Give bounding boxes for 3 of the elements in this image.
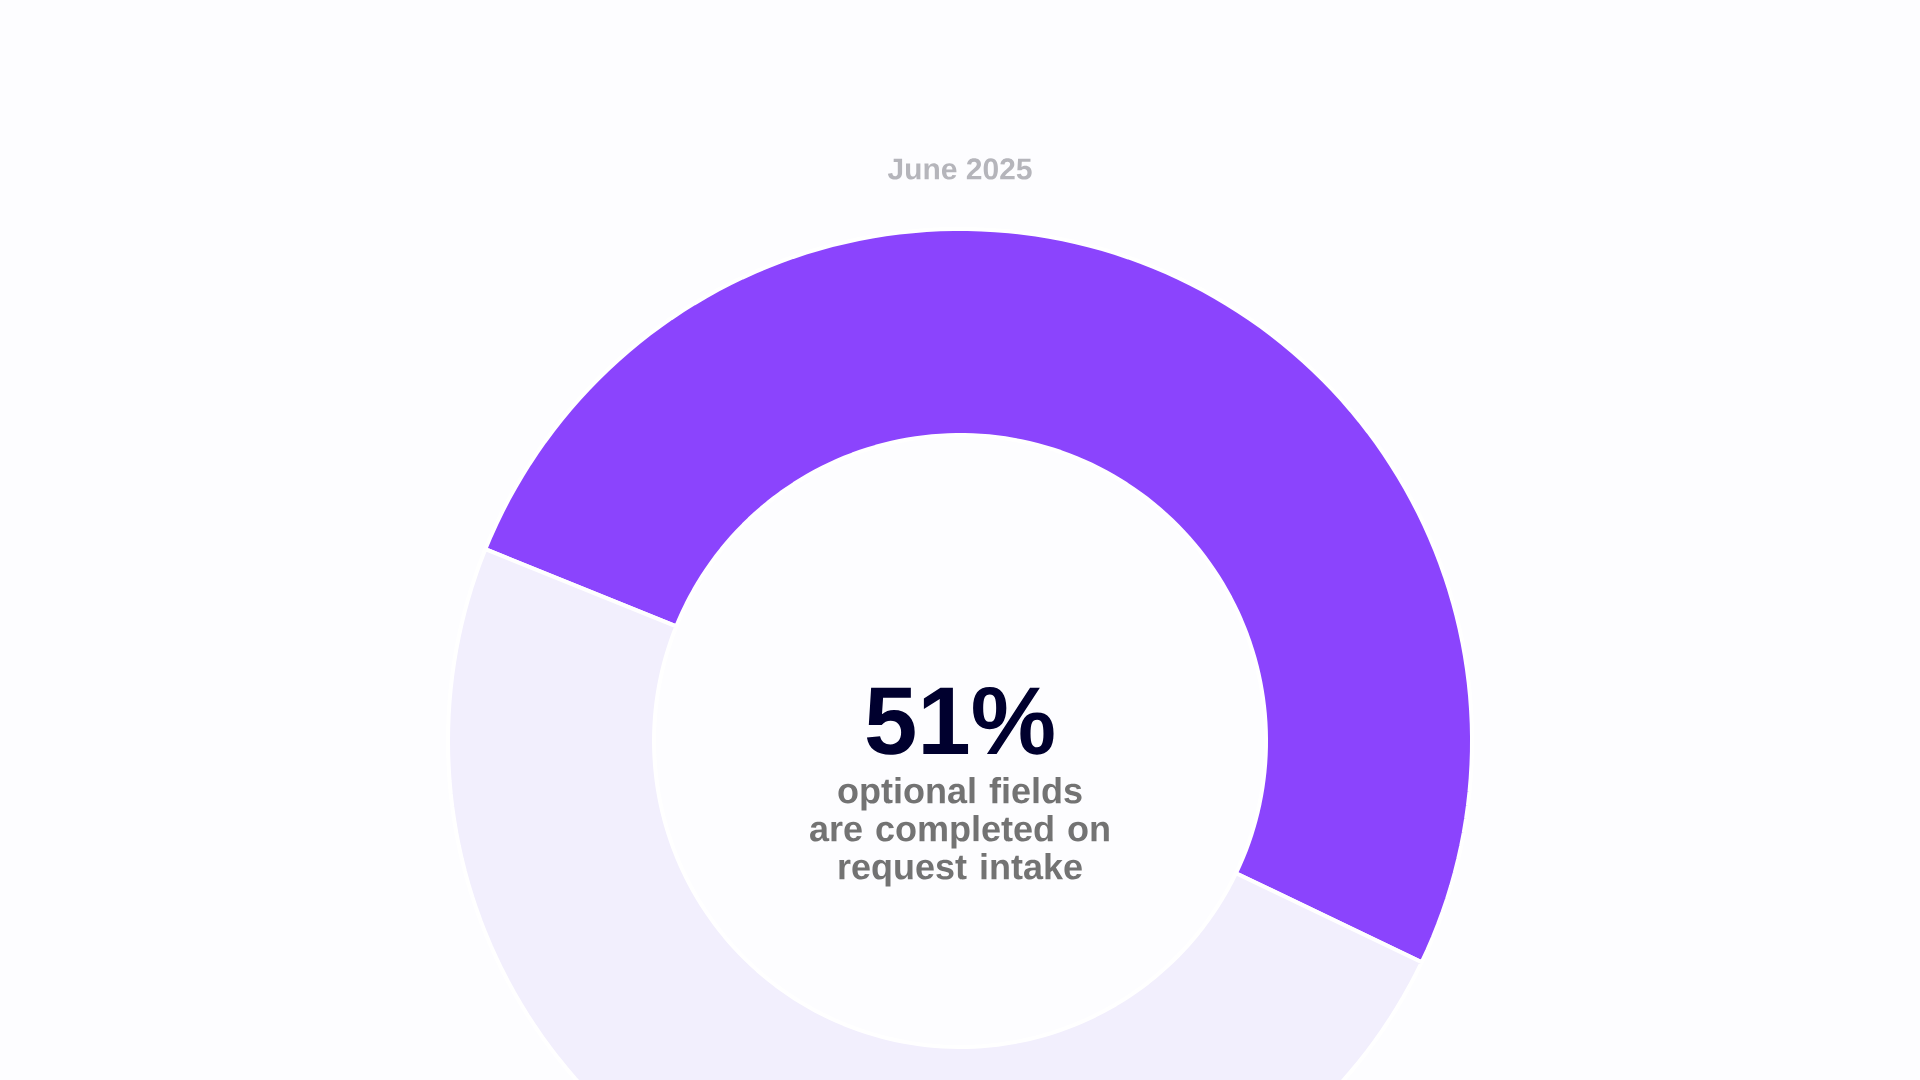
data-label: 51% (866, 687, 1054, 755)
text: optional fields are completed on request intake (810, 777, 1109, 887)
chart-title: June 2025 (887, 158, 1032, 180)
